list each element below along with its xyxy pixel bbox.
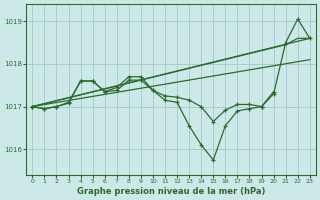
X-axis label: Graphe pression niveau de la mer (hPa): Graphe pression niveau de la mer (hPa) (77, 187, 265, 196)
